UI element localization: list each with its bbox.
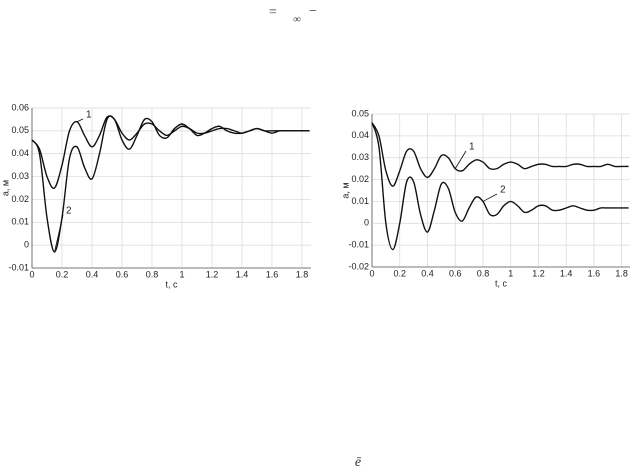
x-tick-label: 1.6 <box>266 269 279 279</box>
data-line <box>371 122 629 251</box>
y-tick-label: 0.01 <box>11 217 29 227</box>
x-tick-label: 0 <box>369 268 374 278</box>
series-label: 1 <box>86 110 92 121</box>
y-tick-label: 0.02 <box>11 194 29 204</box>
y-tick-label: -0.01 <box>348 240 369 250</box>
series-label: 1 <box>469 142 475 153</box>
x-tick-label: 0.2 <box>393 268 406 278</box>
x-tick-label: 0.8 <box>477 268 490 278</box>
y-tick-label: -0.02 <box>348 261 369 271</box>
leader-line <box>54 214 64 253</box>
x-tick-label: 0 <box>29 269 34 279</box>
chart: -0.02 -0.01 0 0.01 0.02 0.03 0.04 0.05 0 0.2 0.4 0.… <box>340 108 630 288</box>
y-tick-label: 0.02 <box>351 174 369 184</box>
x-tick-label: 1.2 <box>532 268 545 278</box>
x-tick-label: 1.6 <box>588 268 601 278</box>
x-tick-label: 1.8 <box>296 269 309 279</box>
y-tick-label: 0.06 <box>11 102 29 112</box>
x-tick-label: 1.4 <box>236 269 249 279</box>
data-line <box>31 115 310 190</box>
y-tick-label: -0.01 <box>8 262 29 272</box>
leader-line <box>482 193 498 202</box>
x-tick-label: 1 <box>508 268 513 278</box>
y-tick-label: 0 <box>364 218 369 228</box>
y-tick-label: 0.05 <box>11 125 29 135</box>
series-label: 2 <box>500 185 506 196</box>
y-tick-label: 0.04 <box>351 130 369 140</box>
y-tick-label: 0 <box>24 240 29 250</box>
x-tick-label: 0.6 <box>116 269 129 279</box>
y-axis-label: a, м <box>0 180 10 196</box>
x-tick-label: 0.8 <box>146 269 159 279</box>
y-tick-label: 0.04 <box>11 148 29 158</box>
x-tick-label: 1.8 <box>615 268 628 278</box>
y-tick-label: 0.03 <box>11 171 29 181</box>
x-tick-label: 0.4 <box>86 269 99 279</box>
x-tick-label: 1 <box>179 269 184 279</box>
x-tick-label: 0.6 <box>449 268 462 278</box>
y-tick-label: 0.03 <box>351 152 369 162</box>
x-axis-label: t, c <box>495 278 508 288</box>
y-tick-label: 0.05 <box>351 108 369 118</box>
y-tick-label: 0.01 <box>351 196 369 206</box>
leader-line <box>76 118 84 123</box>
data-line <box>371 122 629 187</box>
x-tick-label: 0.4 <box>421 268 434 278</box>
page-mark: ∞ <box>293 14 301 26</box>
x-tick-label: 0.2 <box>56 269 69 279</box>
page-mark: = <box>269 5 277 20</box>
x-tick-label: 1.2 <box>206 269 219 279</box>
x-tick-label: 1.4 <box>560 268 573 278</box>
series-label: 2 <box>66 206 72 217</box>
data-line <box>31 115 310 253</box>
footer-mark: ē <box>355 455 362 470</box>
x-axis-label: t, c <box>165 279 178 289</box>
page-mark: − <box>309 4 317 19</box>
y-axis-label: a, м <box>340 182 350 198</box>
leader-line <box>454 150 467 169</box>
